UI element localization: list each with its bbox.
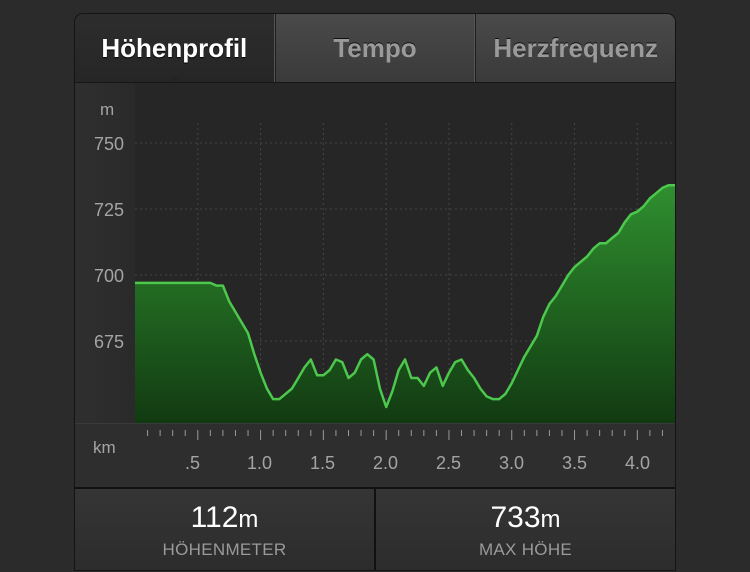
- stat-number: 733: [490, 501, 541, 534]
- x-tick-label: 2.0: [373, 453, 399, 473]
- stat-unit: m: [540, 506, 561, 533]
- tab-bar: Höhenprofil Tempo Herzfrequenz: [75, 14, 675, 82]
- x-axis-ticks: [147, 430, 663, 440]
- y-tick-label: 675: [94, 332, 125, 352]
- elevation-line: [135, 183, 675, 409]
- tab-divider: [75, 82, 675, 83]
- stat-value: 733m: [490, 502, 560, 536]
- stat-hoehenmeter: 112m HÖHENMETER: [75, 489, 376, 570]
- stat-label: MAX HÖHE: [478, 540, 573, 559]
- y-axis: m 750 725 700 675: [75, 83, 135, 423]
- stat-value: 112m: [191, 502, 259, 536]
- stats-bar: 112m HÖHENMETER 733m MAX HÖHE: [75, 487, 675, 570]
- elevation-plot: [135, 123, 675, 423]
- tab-herzfrequenz[interactable]: Herzfrequenz: [475, 14, 675, 82]
- tab-hoehenprofil[interactable]: Höhenprofil: [75, 14, 275, 82]
- x-tick-label: .5: [185, 453, 201, 473]
- elevation-chart: m 750 725 700 675: [75, 83, 675, 423]
- stat-number: 112: [190, 501, 239, 534]
- x-axis: km .5 1.0 1.5 2.0 2.5 3.0 3.5 4.0: [75, 423, 675, 488]
- stat-max-hoehe: 733m MAX HÖHE: [376, 489, 675, 570]
- tab-tempo[interactable]: Tempo: [274, 14, 476, 82]
- y-axis-unit: m: [100, 100, 115, 119]
- y-tick-label: 700: [94, 266, 125, 286]
- plot-area: [135, 83, 675, 423]
- x-tick-label: 1.5: [310, 453, 336, 473]
- x-tick-label: 2.5: [436, 453, 462, 473]
- elevation-area: [135, 185, 675, 423]
- stat-label: HÖHENMETER: [162, 540, 287, 559]
- elevation-panel: Höhenprofil Tempo Herzfrequenz m 750 725…: [75, 14, 675, 570]
- x-tick-label: 3.5: [562, 453, 588, 473]
- x-axis-unit: km: [93, 438, 116, 457]
- y-tick-label: 725: [94, 200, 125, 220]
- x-tick-label: 4.0: [625, 453, 651, 473]
- y-tick-label: 750: [94, 134, 125, 154]
- x-tick-label: 3.0: [499, 453, 525, 473]
- stat-unit: m: [238, 506, 259, 533]
- active-tab-pointer: [167, 75, 183, 83]
- x-tick-label: 1.0: [247, 453, 273, 473]
